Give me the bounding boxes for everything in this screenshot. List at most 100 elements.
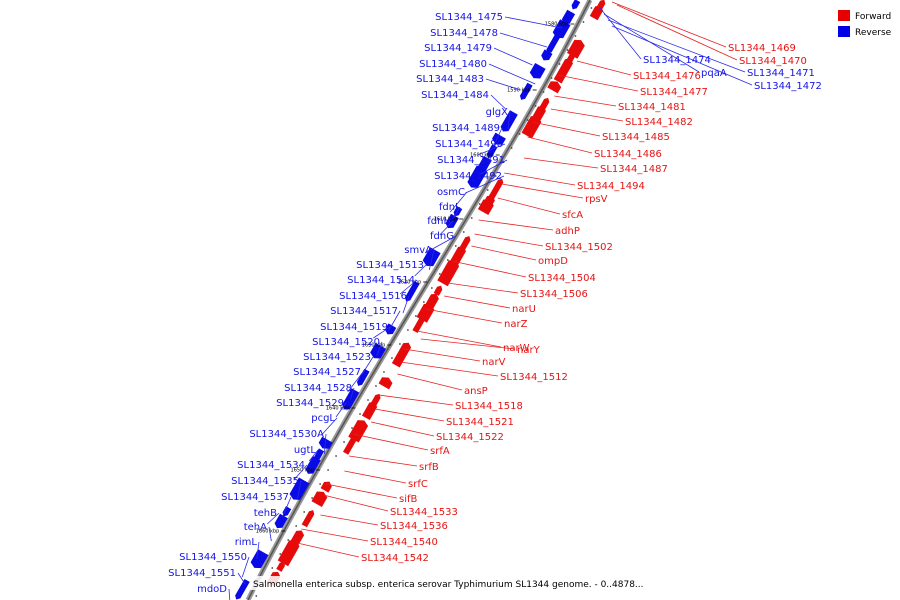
forward-gene-leader xyxy=(554,95,617,107)
backbone-dot xyxy=(375,385,377,387)
reverse-gene-label: SL1344_1519 xyxy=(320,322,388,333)
reverse-gene-label: SL1344_1489 xyxy=(432,123,500,134)
backbone-dot xyxy=(351,427,353,429)
forward-gene-label: adhP xyxy=(555,226,580,237)
tick-label: 1660 kbp xyxy=(256,529,280,535)
reverse-gene-leader xyxy=(267,512,280,525)
forward-gene-label: sifB xyxy=(399,494,418,505)
reverse-gene-leader xyxy=(402,295,410,314)
forward-gene-feature xyxy=(477,199,494,216)
forward-gene-label: SL1344_1481 xyxy=(618,102,686,113)
reverse-gene-label: pqaA xyxy=(701,68,727,79)
reverse-gene-label: fdnI xyxy=(439,202,458,213)
reverse-gene-label: pcgL xyxy=(311,413,335,424)
backbone-dot xyxy=(383,371,385,373)
forward-gene-leader xyxy=(325,483,398,499)
forward-gene-feature xyxy=(343,430,360,455)
legend: Forward Reverse xyxy=(838,10,892,38)
reverse-gene-leader xyxy=(294,464,308,480)
reverse-gene-label: osmC xyxy=(437,187,465,198)
forward-gene-feature xyxy=(277,540,300,567)
reverse-gene-label: SL1344_1478 xyxy=(430,28,498,39)
backbone-dot xyxy=(558,63,561,65)
reverse-gene-leader xyxy=(373,326,391,339)
forward-gene-leader xyxy=(471,245,537,261)
reverse-gene-leader xyxy=(241,556,250,578)
forward-gene-label: narW xyxy=(503,343,530,354)
forward-gene-leader xyxy=(374,408,445,422)
forward-gene-leader xyxy=(504,172,576,186)
reverse-gene-label: glgX xyxy=(486,107,508,118)
reverse-gene-leader xyxy=(228,588,231,600)
forward-gene-leader xyxy=(527,136,593,154)
reverse-gene-label: SL1344_1528 xyxy=(284,383,352,394)
backbone-dot xyxy=(335,455,337,457)
forward-gene-leader xyxy=(344,470,407,484)
forward-gene-label: SL1344_1512 xyxy=(500,372,568,383)
reverse-gene-leader xyxy=(490,94,506,110)
reverse-gene-feature xyxy=(571,0,581,10)
reverse-gene-leader xyxy=(399,279,418,295)
forward-gene-label: SL1344_1506 xyxy=(520,289,588,300)
backbone-dot xyxy=(319,483,322,485)
reverse-gene-leader xyxy=(361,356,374,375)
reverse-gene-label: SL1344_1537 xyxy=(221,492,289,503)
forward-gene-label: SL1344_1521 xyxy=(446,417,514,428)
reverse-gene-feature xyxy=(541,49,553,61)
forward-gene-leader xyxy=(550,108,624,122)
reverse-gene-label: smvA xyxy=(404,245,432,256)
reverse-gene-label: SL1344_1527 xyxy=(293,367,361,378)
forward-gene-leader xyxy=(474,233,544,247)
forward-gene-leader xyxy=(576,60,632,76)
reverse-gene-label: ugtL xyxy=(294,445,317,456)
backbone-dot xyxy=(295,525,298,527)
reverse-gene-label: SL1344_1484 xyxy=(421,90,489,101)
reverse-gene-feature xyxy=(274,513,288,529)
reverse-gene-label: SL1344_1471 xyxy=(747,68,815,79)
reverse-gene-leader xyxy=(282,496,292,518)
forward-gene-label: rpsV xyxy=(585,194,608,205)
reverse-gene-leader xyxy=(414,264,427,277)
backbone-dot xyxy=(478,203,481,205)
forward-gene-label: narY xyxy=(517,345,541,356)
backbone-dot xyxy=(510,147,513,149)
reverse-gene-label: SL1344_1534 xyxy=(237,460,305,471)
forward-gene-label: SL1344_1504 xyxy=(528,273,596,284)
reverse-gene-feature xyxy=(552,19,571,39)
tick-label: 1580 kbp xyxy=(545,22,569,28)
forward-gene-label: SL1344_1533 xyxy=(390,507,458,518)
backbone-dot xyxy=(550,77,553,79)
reverse-gene-label: SL1344_1523 xyxy=(303,352,371,363)
reverse-gene-label: SL1344_1530A xyxy=(249,429,324,440)
forward-gene-label: srfB xyxy=(419,462,439,473)
forward-gene-feature xyxy=(521,116,542,139)
backbone-dot xyxy=(494,175,497,177)
forward-gene-label: SL1344_1476 xyxy=(633,71,701,82)
backbone-dot xyxy=(518,133,521,135)
reverse-gene-label: SL1344_1472 xyxy=(754,81,822,92)
backbone-dot xyxy=(287,539,290,541)
reverse-gene-label: SL1344_1492 xyxy=(434,171,502,182)
reverse-gene-label: SL1344_1513 xyxy=(356,260,424,271)
reverse-gene-feature xyxy=(370,342,387,359)
reverse-gene-leader xyxy=(465,175,505,194)
reverse-gene-leader xyxy=(425,235,457,254)
reverse-gene-leader xyxy=(347,371,364,393)
forward-gene-feature xyxy=(589,5,604,21)
backbone-dot xyxy=(486,189,489,191)
forward-gene-label: SL1344_1494 xyxy=(577,181,645,192)
reverse-gene-leader xyxy=(256,541,260,560)
forward-gene-leader xyxy=(416,330,502,348)
reverse-gene-leader xyxy=(308,449,319,462)
tick-label: 1600 kbp xyxy=(470,153,494,159)
reverse-gene-feature xyxy=(546,32,561,54)
backbone-dot xyxy=(279,553,282,555)
forward-gene-leader xyxy=(532,121,601,137)
forward-gene-leader xyxy=(425,308,503,324)
forward-gene-label: narU xyxy=(512,304,536,315)
reverse-gene-label: SL1344_1516 xyxy=(339,291,407,302)
reverse-gene-leader xyxy=(599,7,642,60)
forward-gene-leader xyxy=(501,183,584,199)
backbone-dot xyxy=(391,357,393,359)
reverse-gene-leader xyxy=(499,32,548,48)
